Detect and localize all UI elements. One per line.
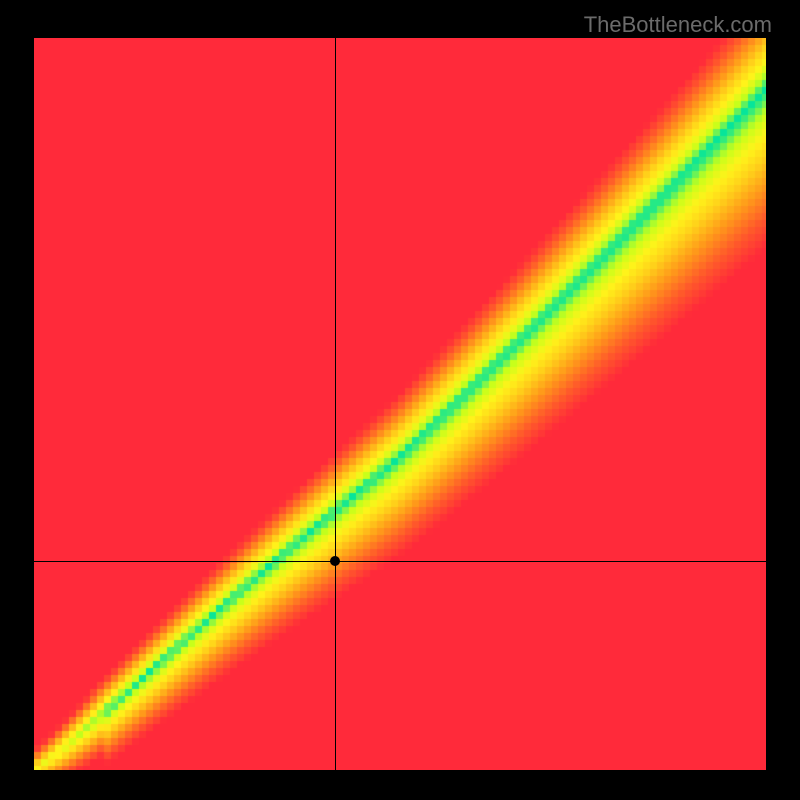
- chart-container: TheBottleneck.com: [0, 0, 800, 800]
- crosshair-horizontal: [34, 561, 766, 562]
- bottleneck-heatmap: [34, 38, 766, 770]
- crosshair-vertical: [335, 38, 336, 770]
- bottleneck-marker-dot: [330, 556, 340, 566]
- heatmap-canvas: [34, 38, 766, 770]
- watermark-text: TheBottleneck.com: [584, 12, 772, 38]
